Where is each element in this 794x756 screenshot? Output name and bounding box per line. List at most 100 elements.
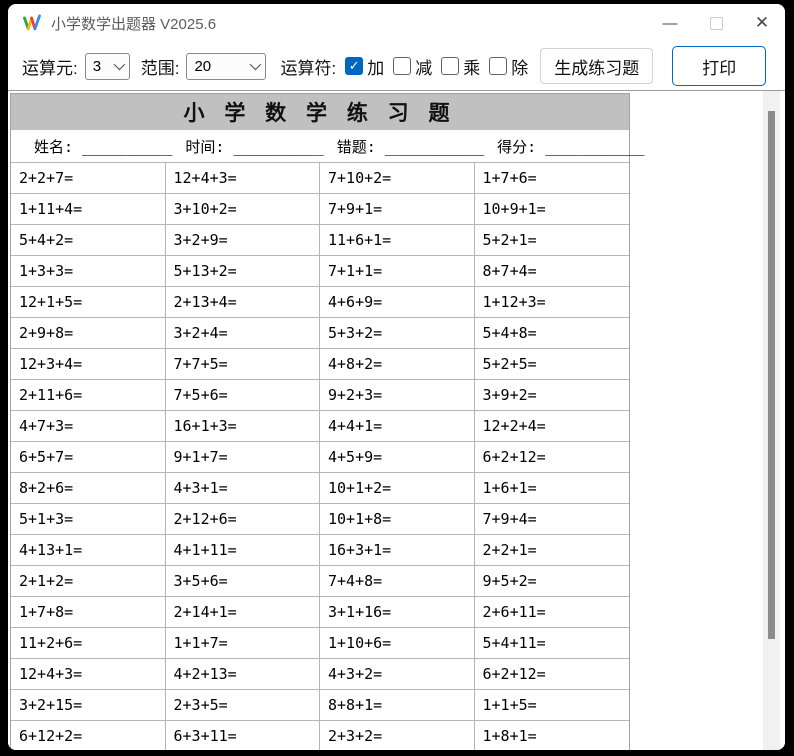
problem-cell: 7+1+1=: [320, 256, 475, 287]
problem-cell: 4+2+13=: [165, 659, 320, 690]
operator-label: 加: [367, 58, 385, 78]
scrollbar-thumb[interactable]: [768, 111, 775, 639]
problem-cell: 3+5+6=: [165, 566, 320, 597]
problem-cell: 4+6+9=: [320, 287, 475, 318]
problem-cell: 10+1+8=: [320, 504, 475, 535]
problem-cell: 3+2+9=: [165, 225, 320, 256]
problem-cell: 1+12+3=: [474, 287, 629, 318]
minimize-button[interactable]: —: [647, 4, 693, 42]
problem-cell: 4+8+2=: [320, 349, 475, 380]
problem-cell: 2+1+2=: [11, 566, 166, 597]
problem-cell: 3+2+4=: [165, 318, 320, 349]
problem-cell: 1+7+8=: [11, 597, 166, 628]
operator-checkbox-减[interactable]: 减: [393, 54, 432, 79]
checkbox-checked-icon[interactable]: ✓: [345, 57, 364, 75]
problem-cell: 4+3+1=: [165, 473, 320, 504]
operand-count-select[interactable]: 3: [84, 52, 130, 80]
name-label: 姓名:: [34, 138, 74, 156]
close-button[interactable]: ✕: [739, 4, 785, 42]
score-label: 得分:: [497, 138, 537, 156]
problem-cell: 1+11+4=: [11, 194, 166, 225]
errors-blank: ___________: [375, 138, 485, 156]
problem-cell: 8+2+6=: [11, 473, 166, 504]
problem-cell: 2+2+1=: [474, 535, 629, 566]
maximize-button[interactable]: [693, 4, 739, 42]
problem-cell: 1+6+1=: [474, 473, 629, 504]
problem-cell: 8+8+1=: [320, 690, 475, 721]
problem-cell: 6+5+7=: [11, 442, 166, 473]
problem-cell: 5+1+3=: [11, 504, 166, 535]
print-button[interactable]: 打印: [672, 46, 767, 86]
problem-cell: 2+13+4=: [165, 287, 320, 318]
close-icon: ✕: [754, 13, 770, 32]
checkbox-unchecked-icon[interactable]: [393, 57, 412, 75]
operators-group: ✓ 加 减 乘 除: [336, 54, 528, 79]
problem-cell: 9+2+3=: [320, 380, 475, 411]
problem-cell: 5+2+1=: [474, 225, 629, 256]
problem-cell: 6+3+11=: [166, 721, 320, 750]
problem-cell: 11+2+6=: [11, 628, 166, 659]
problem-cell: 7+7+5=: [165, 349, 320, 380]
toolbar: 运算元: 3 范围: 20 运算符: ✓ 加 减 乘 除 生成练习题 打印: [8, 42, 785, 90]
problem-cell: 7+9+4=: [474, 504, 629, 535]
window-title: 小学数学出题器 V2025.6: [51, 15, 217, 33]
errors-label: 错题:: [336, 138, 376, 156]
window-controls: — ✕: [647, 4, 785, 42]
problem-cell: 12+3+4=: [11, 349, 166, 380]
operand-count-value: 3: [92, 57, 102, 75]
operator-checkbox-加[interactable]: ✓ 加: [345, 54, 384, 79]
operand-count-label: 运算元:: [22, 58, 78, 78]
problem-cell: 4+7+3=: [11, 411, 166, 442]
problem-cell: 12+4+3=: [11, 659, 166, 690]
problem-cell: 6+2+12=: [474, 442, 629, 473]
worksheet-info-row: 姓名: __________ 时间: __________ 错题: ______…: [11, 131, 645, 163]
operator-checkbox-除[interactable]: 除: [489, 54, 528, 79]
problem-cell: 5+13+2=: [165, 256, 320, 287]
problem-cell: 16+3+1=: [320, 535, 475, 566]
operators-label: 运算符:: [280, 58, 337, 78]
problem-cell: 2+11+6=: [11, 380, 166, 411]
range-select[interactable]: 20: [186, 52, 267, 80]
worksheet: 小 学 数 学 练 习 题 姓名: __________ 时间: _______…: [10, 93, 645, 750]
checkbox-unchecked-icon[interactable]: [489, 57, 508, 75]
problem-cell: 7+5+6=: [165, 380, 320, 411]
problem-cell: 1+1+7=: [165, 628, 320, 659]
problem-cell: 4+1+11=: [165, 535, 320, 566]
problem-cell: 1+8+1=: [475, 721, 630, 750]
title-bar: 小学数学出题器 V2025.6 — ✕: [8, 4, 785, 42]
operator-label: 减: [415, 58, 433, 78]
problem-cell: 2+14+1=: [165, 597, 320, 628]
problem-cell: 5+4+8=: [474, 318, 629, 349]
problem-cell: 5+4+11=: [474, 628, 629, 659]
problem-cell: 6+2+12=: [474, 659, 629, 690]
problem-cell: 2+3+5=: [165, 690, 320, 721]
app-window: 小学数学出题器 V2025.6 — ✕ 运算元: 3 范围: 20 运算符: ✓…: [8, 4, 785, 750]
operator-label: 乘: [463, 58, 481, 78]
problem-cell: 1+10+6=: [320, 628, 475, 659]
name-blank: __________: [73, 138, 173, 156]
time-blank: __________: [224, 138, 324, 156]
score-field: 得分: ___________: [497, 136, 644, 157]
problem-cell: 4+13+1=: [11, 535, 166, 566]
errors-field: 错题: ___________: [337, 136, 484, 157]
problem-cell: 5+4+2=: [11, 225, 166, 256]
problem-cell: 9+5+2=: [474, 566, 629, 597]
operator-checkbox-乘[interactable]: 乘: [441, 54, 480, 79]
vertical-scrollbar[interactable]: [763, 91, 780, 750]
checkbox-unchecked-icon[interactable]: [441, 57, 460, 75]
range-value: 20: [194, 57, 212, 75]
minimize-icon: —: [662, 14, 678, 32]
problem-cell: 2+3+2=: [320, 721, 475, 750]
problem-cell: 11+6+1=: [320, 225, 475, 256]
problem-cell: 9+1+7=: [165, 442, 320, 473]
maximize-icon: [709, 16, 723, 30]
name-field: 姓名: __________: [34, 136, 172, 157]
problem-cell: 2+9+8=: [11, 318, 166, 349]
problem-cell: 2+6+11=: [474, 597, 629, 628]
operator-label: 除: [511, 58, 529, 78]
problem-cell: 10+1+2=: [320, 473, 475, 504]
generate-button[interactable]: 生成练习题: [540, 48, 654, 84]
problem-cell: 3+10+2=: [165, 194, 320, 225]
problem-cell: 4+5+9=: [320, 442, 475, 473]
problem-cell: 7+4+8=: [320, 566, 475, 597]
